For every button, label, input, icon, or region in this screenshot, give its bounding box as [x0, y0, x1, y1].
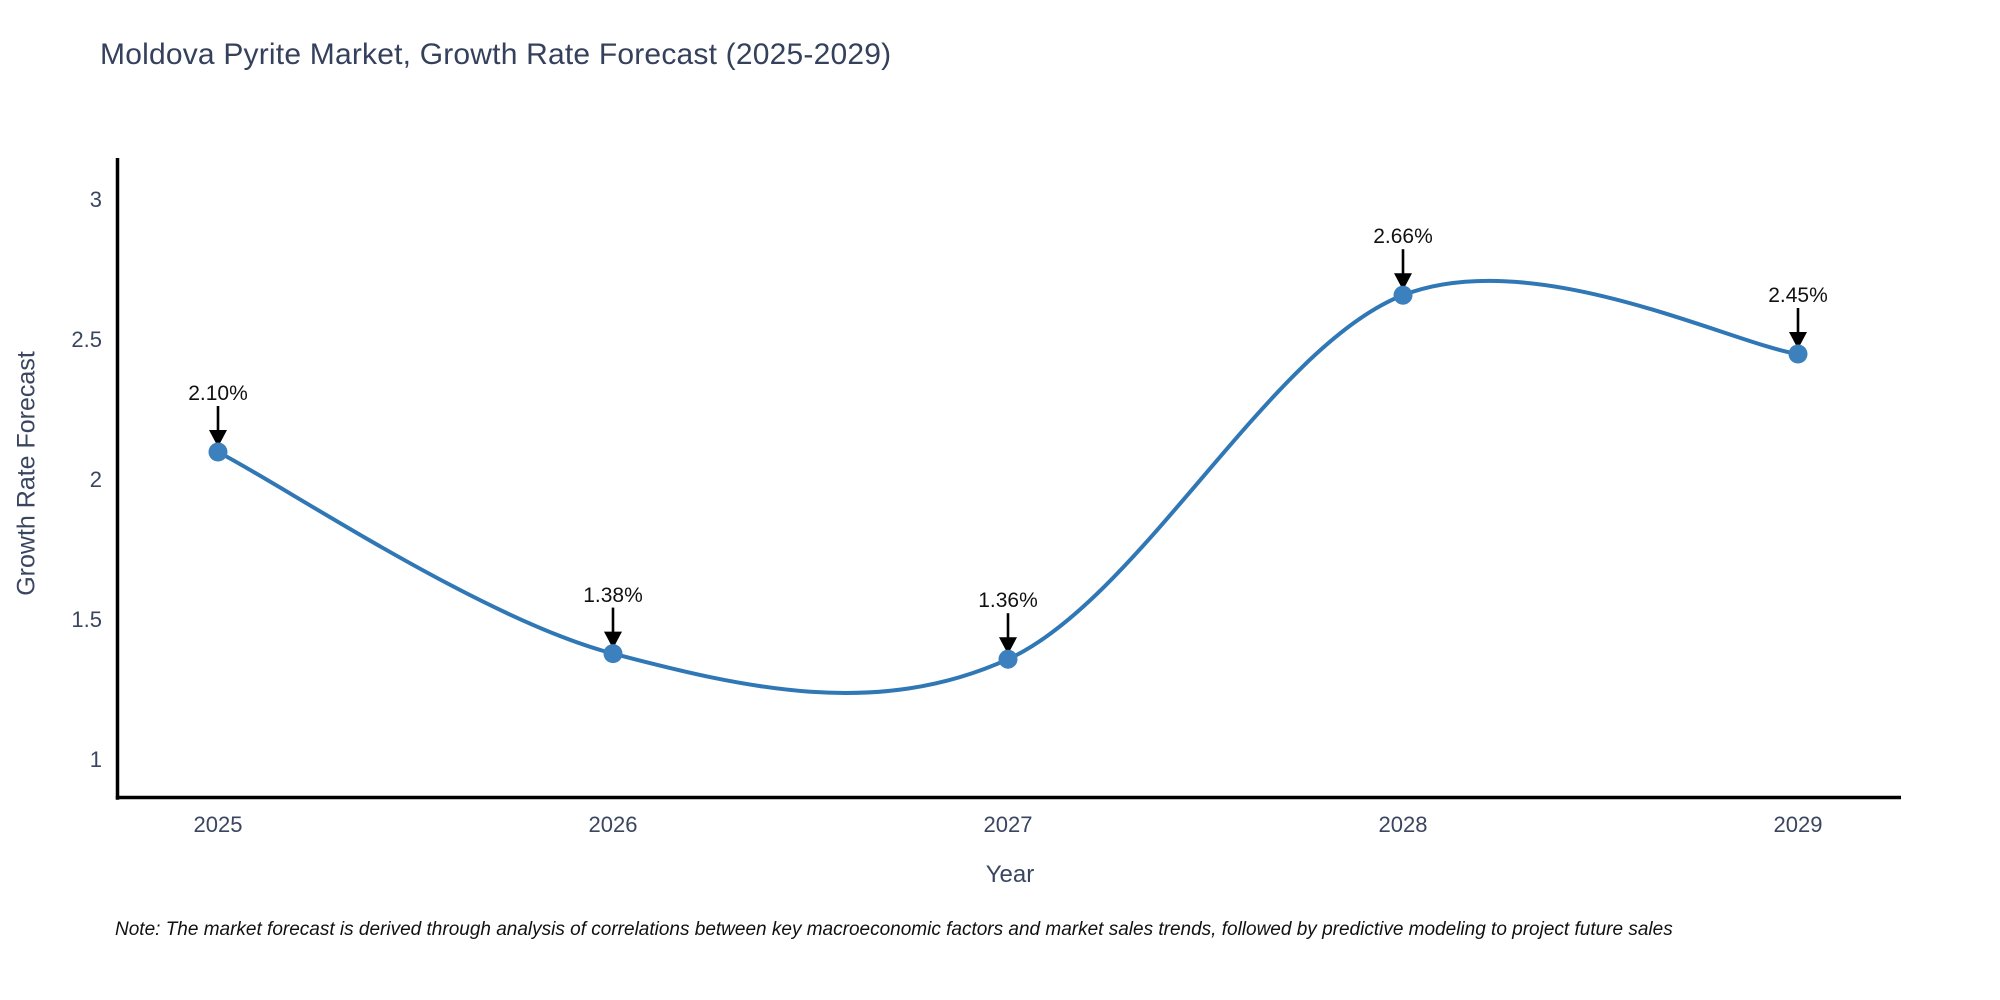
annotation-arrow-head	[1789, 332, 1807, 349]
data-point-marker	[603, 644, 623, 664]
y-tick-label: 1	[89, 747, 102, 772]
y-tick-label: 3	[89, 187, 102, 212]
x-axis-title: Year	[985, 861, 1035, 888]
chart-title: Moldova Pyrite Market, Growth Rate Forec…	[100, 38, 892, 71]
data-point-value-label: 2.45%	[1768, 284, 1828, 307]
x-tick-label: 2026	[588, 812, 638, 837]
annotation-arrow-head	[604, 631, 622, 649]
data-point-marker	[998, 649, 1018, 669]
data-point-value-label: 1.36%	[978, 589, 1038, 613]
data-point-marker	[1788, 344, 1808, 364]
data-point-marker	[208, 442, 228, 462]
data-point-value-label: 2.10%	[188, 382, 248, 405]
annotation-arrow-head	[999, 637, 1017, 655]
data-point-value-label: 1.38%	[583, 583, 643, 607]
x-tick-label: 2029	[1773, 812, 1823, 837]
y-tick-label: 1.5	[71, 607, 102, 632]
x-tick-label: 2025	[193, 812, 243, 837]
y-tick-label: 2	[89, 467, 102, 492]
annotation-arrow-head	[1394, 273, 1412, 291]
footnote: Note: The market forecast is derived thr…	[115, 919, 1673, 940]
data-point-marker	[1393, 285, 1413, 305]
x-tick-label: 2028	[1378, 812, 1428, 837]
y-axis-title: Growth Rate Forecast	[12, 351, 41, 596]
x-tick-label: 2027	[983, 812, 1033, 837]
data-point-value-label: 2.66%	[1373, 225, 1433, 249]
y-tick-label: 2.5	[71, 327, 102, 352]
annotation-arrow-head	[209, 430, 227, 447]
